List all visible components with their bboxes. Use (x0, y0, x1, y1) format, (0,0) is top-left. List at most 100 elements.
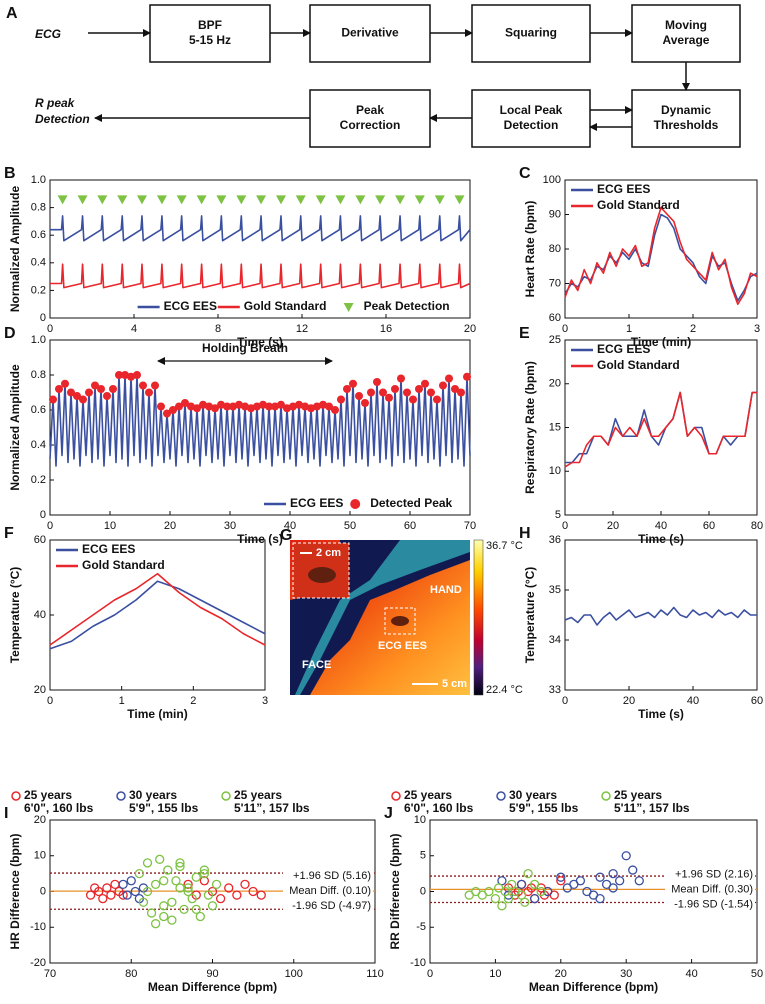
data-point (191, 904, 201, 915)
peak-marker (151, 381, 159, 390)
peak-marker (445, 374, 453, 383)
x-axis-label: Mean Difference (bpm) (148, 980, 277, 994)
y-tick-label: 10 (34, 850, 46, 862)
flow-label: Correction (340, 118, 401, 132)
peak-marker (283, 404, 291, 413)
peak-marker (395, 195, 406, 205)
panel-label: B (4, 165, 16, 182)
legend-marker (343, 303, 354, 312)
x-tick-label: 0 (47, 520, 53, 532)
panel-label: C (519, 165, 531, 182)
data-point (207, 901, 218, 911)
legend-label: 25 years (404, 788, 452, 802)
flow-input: ECG (35, 27, 61, 41)
label-background (665, 867, 755, 881)
data-point (575, 876, 586, 886)
reference-label: Mean Diff. (0.10) (289, 885, 371, 897)
flow-box (309, 4, 431, 63)
peak-marker (439, 381, 447, 390)
image-label: ECG EES (378, 640, 427, 652)
legend-label: 6'0", 160 lbs (404, 801, 474, 815)
peak-marker (331, 406, 339, 414)
legend-marker (391, 791, 401, 801)
data-point (94, 886, 104, 897)
legend-marker (350, 499, 361, 509)
data-line (50, 263, 471, 289)
legend-label: ECG EES (164, 299, 217, 313)
label-background (665, 882, 755, 896)
y-tick-label: 40 (34, 609, 46, 621)
data-point (183, 886, 193, 897)
colorbar-max: 36.7 °C (486, 540, 523, 552)
peak-marker (367, 388, 375, 397)
data-point (199, 876, 210, 886)
y-axis-label: RR Difference (bpm) (388, 833, 402, 949)
x-tick-label: 8 (215, 323, 221, 335)
peak-marker (211, 404, 219, 413)
y-tick-label: 0.2 (31, 284, 46, 296)
y-axis-label: Temperature (°C) (8, 567, 22, 664)
legend-label: 30 years (129, 788, 177, 802)
data-point (256, 890, 266, 900)
flow-box (309, 89, 431, 148)
legend-label: ECG EES (597, 182, 650, 196)
thermal-image: 2 cm HAND ECG EES FACE 5 cm 36.7 °C 22.4… (280, 527, 523, 696)
data-point (497, 901, 507, 911)
y-tick-label: 60 (549, 312, 561, 324)
peak-marker (136, 195, 147, 205)
y-tick-label: 10 (549, 465, 561, 477)
y-tick-label: 5 (555, 509, 561, 521)
data-point (595, 894, 605, 904)
legend-label: Peak Detection (364, 299, 450, 313)
data-point (138, 897, 149, 907)
plot-frame (49, 339, 471, 516)
legend-label: Gold Standard (244, 299, 327, 313)
data-point (122, 890, 132, 900)
data-point (163, 865, 173, 875)
data-point (175, 883, 185, 893)
peak-marker (301, 402, 309, 411)
peak-marker (355, 392, 363, 400)
data-point (118, 879, 128, 889)
legend-label: 25 years (234, 788, 282, 802)
y-tick-label: 34 (549, 634, 561, 646)
x-tick-label: 70 (464, 520, 476, 532)
x-tick-label: 50 (344, 520, 356, 532)
label-background (283, 899, 373, 913)
y-tick-label: 0.2 (31, 474, 46, 486)
peak-marker (373, 378, 381, 386)
legend-label: Gold Standard (597, 358, 680, 372)
flow-label: Thresholds (654, 118, 719, 132)
x-tick-label: 16 (380, 323, 392, 335)
plot-frame (564, 539, 758, 691)
y-tick-label: 0.4 (31, 257, 46, 269)
data-point (232, 890, 242, 900)
device (391, 616, 409, 626)
data-line (49, 580, 266, 650)
x-tick-label: 80 (125, 968, 137, 980)
peak-marker (276, 195, 286, 205)
panel-label: F (4, 525, 14, 542)
legend-label: ECG EES (82, 542, 135, 556)
data-point (155, 854, 165, 864)
peak-marker (97, 385, 105, 393)
data-point (159, 911, 169, 922)
data-point (171, 876, 181, 886)
peak-marker (349, 379, 357, 388)
panel-label: A (6, 5, 18, 22)
peak-marker (187, 402, 195, 411)
peak-marker (85, 388, 93, 397)
reference-label: -1.96 SD (-4.97) (292, 900, 371, 912)
y-tick-label: 0.8 (31, 369, 46, 381)
peak-marker (335, 195, 346, 205)
data-point (203, 890, 214, 900)
y-tick-label: 70 (549, 277, 561, 289)
x-tick-label: 1 (119, 695, 125, 707)
y-tick-label: 0.6 (31, 404, 46, 416)
image-label: HAND (430, 584, 462, 596)
x-tick-label: 20 (464, 323, 476, 335)
legend-marker (496, 791, 506, 801)
data-point (608, 868, 618, 879)
x-tick-label: 20 (164, 520, 176, 532)
y-axis-label: Temperature (°C) (523, 567, 537, 664)
